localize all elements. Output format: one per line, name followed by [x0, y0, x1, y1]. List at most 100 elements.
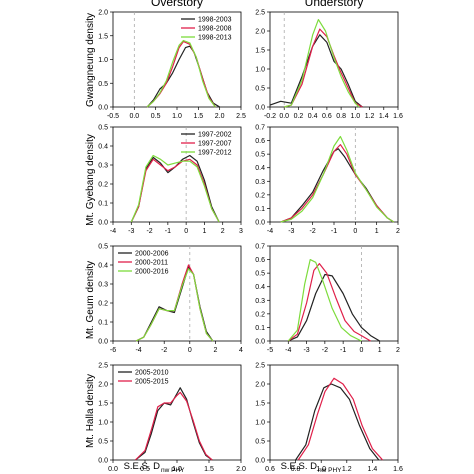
series-line-black	[269, 34, 363, 108]
row-label-halla: Mt. Halla density	[85, 374, 96, 448]
series-line-green	[284, 19, 360, 108]
y-tick-label: 0.0	[98, 458, 108, 465]
y-tick-label: 0.3	[255, 179, 265, 186]
y-tick-label: 0.5	[255, 439, 265, 446]
x-tick-label: 0	[188, 347, 192, 354]
series-line-black	[135, 387, 213, 461]
x-axis-label-right: S.E.S. D nw PHY	[281, 461, 343, 474]
x-tick-label: -2	[310, 228, 316, 235]
x-tick-label: 1.6	[393, 113, 403, 120]
series-line-black	[295, 383, 380, 461]
y-tick-label: 0.0	[255, 105, 265, 112]
x-tick-label: -3	[128, 228, 134, 235]
x-tick-label: -4	[267, 228, 273, 235]
x-tick-label: -4	[135, 347, 141, 354]
legend-label: 2005-2010	[135, 370, 169, 377]
x-tick-label: 2.5	[236, 113, 246, 120]
plot-frame	[269, 364, 399, 461]
y-tick-label: 2.5	[255, 363, 265, 370]
series-line-green	[287, 259, 362, 342]
row-label-gyebang: Mt. Gyebang density	[85, 134, 96, 226]
x-tick-label: 2.0	[215, 113, 225, 120]
panel-2: -0.2 0.0 0.2 0.4 0.6 0.8 1.0 1.2 1.4 1.6 0.0 0.5 1.0…	[255, 10, 403, 121]
y-tick-label: 1.0	[255, 420, 265, 427]
row-label-geum: Mt. Geum density	[85, 261, 96, 339]
series-line-green	[135, 268, 214, 342]
y-tick-label: 0.0	[255, 339, 265, 346]
understory-title: Understory	[305, 0, 364, 9]
x-tick-label: -6	[110, 347, 116, 354]
x-tick-label: -3	[288, 228, 294, 235]
y-tick-label: 0.1	[98, 201, 108, 208]
y-tick-label: 0.1	[255, 206, 265, 213]
x-tick-label: 1.2	[342, 466, 352, 473]
legend-label: 1998-2008	[198, 26, 232, 33]
x-tick-label: 1.5	[193, 113, 203, 120]
x-tick-label: -0.5	[107, 113, 119, 120]
plot-frame	[112, 364, 242, 461]
x-tick-label: 4	[239, 347, 243, 354]
y-tick-label: 0.3	[98, 282, 108, 289]
series-line-red	[134, 391, 213, 461]
y-tick-label: 0.4	[255, 165, 265, 172]
x-tick-label: 2	[396, 347, 400, 354]
panel-3: -4 -3 -2 -1 0 1 2 3 0.0 0.1 0.2 0.3 0.4 0.5 1997-2002 1…	[98, 125, 243, 236]
y-tick-label: 0.3	[98, 163, 108, 170]
y-tick-label: 1.5	[255, 401, 265, 408]
x-tick-label: 0.2	[294, 113, 304, 120]
x-tick-label: 2	[396, 228, 400, 235]
svg-text:nw PHY: nw PHY	[161, 467, 185, 474]
y-tick-label: 0.5	[255, 86, 265, 93]
y-tick-label: 0.7	[255, 244, 265, 251]
y-tick-label: 2.0	[255, 382, 265, 389]
x-tick-label: 1	[378, 347, 382, 354]
y-tick-label: 0.5	[255, 152, 265, 159]
panel-5: -6 -4 -2 0 2 4 0.0 0.1 0.2 0.3 0.4 0.5 2000-2006 2000…	[98, 244, 243, 355]
x-tick-label: 0.5	[140, 466, 150, 473]
x-tick-label: 1.6	[393, 466, 403, 473]
series-line-red	[287, 263, 371, 342]
y-tick-label: 0.2	[98, 182, 108, 189]
x-tick-label: -2	[161, 347, 167, 354]
y-tick-label: 0.0	[98, 339, 108, 346]
x-tick-label: 0.0	[108, 466, 118, 473]
x-tick-label: 3	[239, 228, 243, 235]
x-tick-label: 0	[359, 347, 363, 354]
y-tick-label: 0.5	[98, 81, 108, 88]
x-tick-label: -5	[267, 347, 273, 354]
y-tick-label: 1.5	[255, 48, 265, 55]
x-tick-label: 2.0	[236, 466, 246, 473]
y-tick-label: 0.1	[255, 325, 265, 332]
y-tick-label: 0.5	[98, 244, 108, 251]
x-tick-label: 1.0	[316, 466, 326, 473]
y-tick-label: 0.3	[255, 298, 265, 305]
x-tick-label: 0.6	[265, 466, 275, 473]
x-tick-label: 0.5	[151, 113, 161, 120]
x-tick-label: -1	[340, 347, 346, 354]
plot-frame	[112, 245, 242, 342]
x-tick-label: 0.0	[129, 113, 139, 120]
y-tick-label: 0.5	[255, 271, 265, 278]
legend-label: 2000-2011	[135, 260, 168, 267]
y-tick-label: 0.0	[255, 458, 265, 465]
panel-7: 0.0 0.5 1.0 1.5 2.0 0.0 0.5 1.0 1.5 2.0 2.5 2005-20…	[98, 363, 246, 474]
legend-label: 2000-2006	[135, 251, 169, 258]
y-tick-label: 0.6	[255, 138, 265, 145]
y-tick-label: 1.0	[98, 57, 108, 64]
y-tick-label: 0.7	[255, 125, 265, 132]
y-tick-label: 0.2	[255, 311, 265, 318]
series-line-green	[130, 154, 220, 223]
series-line-black	[280, 148, 395, 223]
svg-text:S.E.S. D: S.E.S. D	[124, 461, 161, 472]
y-tick-label: 2.0	[98, 10, 108, 17]
y-tick-label: 2.0	[255, 29, 265, 36]
x-tick-label: 1.0	[172, 113, 182, 120]
y-tick-label: 1.0	[255, 67, 265, 74]
x-tick-label: 1.4	[368, 466, 378, 473]
y-tick-label: 0.5	[98, 125, 108, 132]
y-tick-label: 1.5	[98, 33, 108, 40]
y-tick-label: 0.1	[98, 320, 108, 327]
legend-label: 1997-2002	[198, 132, 232, 139]
x-tick-label: -1	[331, 228, 337, 235]
